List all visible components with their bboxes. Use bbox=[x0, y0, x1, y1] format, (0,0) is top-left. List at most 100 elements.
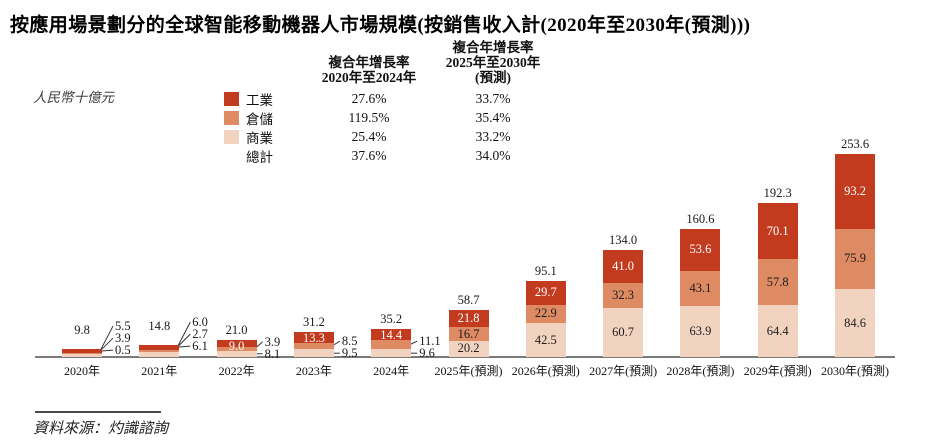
legend-item-commercial: 商業 bbox=[224, 127, 304, 147]
bar-segment-commercial bbox=[448, 340, 489, 357]
x-axis-label: 2028年(預測) bbox=[666, 364, 735, 378]
cagr-value-commercial-2020-2024: 25.4% bbox=[351, 129, 387, 144]
legend-label-warehousing: 倉儲 bbox=[246, 111, 273, 127]
segment-value-label: 53.6 bbox=[689, 242, 712, 257]
bar-segment-warehousing bbox=[139, 349, 180, 353]
segment-value-label: 70.1 bbox=[766, 223, 789, 238]
bar-segment-industrial bbox=[603, 249, 644, 283]
segment-callout-label: 3.9 bbox=[115, 331, 131, 346]
cagr-header-2020-2024: 複合年增長率 2020年至2024年 bbox=[321, 55, 417, 85]
x-axis-line bbox=[35, 356, 895, 358]
cagr-value-industrial-2025-2030: 33.7% bbox=[475, 91, 511, 106]
segment-callout-label: 5.5 bbox=[115, 319, 131, 334]
bar-segment-commercial bbox=[680, 305, 721, 357]
legend-item-total: 總計 bbox=[224, 146, 304, 166]
segment-value-label: 84.6 bbox=[844, 315, 866, 330]
bar-total-label: 35.2 bbox=[380, 311, 403, 326]
bar-total-label: 160.6 bbox=[686, 211, 715, 226]
bar-segment-industrial bbox=[757, 203, 798, 260]
segment-value-label: 20.2 bbox=[457, 341, 480, 356]
segment-callout-label: 6.1 bbox=[192, 339, 208, 354]
bar-total-label: 192.3 bbox=[763, 186, 792, 201]
bar-segment-commercial bbox=[835, 289, 875, 357]
bar-segment-industrial bbox=[835, 154, 875, 229]
x-axis-label: 2023年 bbox=[295, 364, 332, 378]
bar-total-label: 58.7 bbox=[457, 293, 480, 308]
segment-value-label: 22.9 bbox=[534, 306, 557, 321]
bar-segment-industrial bbox=[293, 331, 334, 343]
x-axis-label: 2026年(預測) bbox=[511, 364, 580, 378]
bar-segment-commercial bbox=[525, 323, 566, 357]
cagr-value-warehousing-2020-2024: 119.5% bbox=[348, 110, 390, 125]
bar-segment-commercial bbox=[757, 305, 798, 357]
segment-value-label: 43.1 bbox=[689, 281, 712, 296]
segment-value-label: 93.2 bbox=[844, 183, 866, 198]
legend-item-warehousing: 倉儲 bbox=[224, 108, 304, 128]
bar-segment-warehousing bbox=[448, 327, 489, 341]
legend-cagr-table: 複合年增長率 2020年至2024年 複合年增長率 2025年至2030年 (預… bbox=[224, 40, 552, 166]
bar-total-label: 21.0 bbox=[225, 323, 248, 338]
segment-callout-label: 8.1 bbox=[264, 346, 281, 361]
cagr-value-industrial-2020-2024: 27.6% bbox=[351, 91, 387, 106]
bar-total-label: 253.6 bbox=[840, 137, 870, 152]
bar-segment-warehousing bbox=[835, 228, 875, 290]
legend-label-industrial: 工業 bbox=[246, 92, 273, 108]
bar-total-label: 14.8 bbox=[148, 319, 171, 334]
bar-segment-industrial bbox=[62, 349, 102, 354]
segment-value-label: 63.9 bbox=[689, 323, 712, 338]
bar-segment-industrial bbox=[525, 280, 566, 305]
segment-value-label: 29.7 bbox=[534, 285, 557, 300]
segment-callout-label: 3.9 bbox=[264, 334, 281, 349]
segment-value-label: 64.4 bbox=[766, 323, 789, 338]
legend-swatch-warehousing bbox=[224, 110, 239, 125]
bar-segment-industrial bbox=[139, 345, 180, 350]
segment-value-label: 16.7 bbox=[457, 326, 480, 341]
bar-segment-commercial bbox=[371, 349, 412, 357]
segment-value-label: 42.5 bbox=[534, 332, 557, 347]
bar-total-label: 9.8 bbox=[74, 323, 90, 338]
bar-total-label: 134.0 bbox=[609, 232, 638, 247]
source-divider-rule bbox=[35, 411, 161, 413]
bar-segment-industrial bbox=[448, 310, 489, 328]
cagr-header-2025-2030: 複合年增長率 2025年至2030年 (預測) bbox=[445, 40, 541, 85]
segment-value-label: 75.9 bbox=[844, 251, 866, 266]
segment-callout-label: 11.1 bbox=[419, 334, 441, 349]
bar-segment-warehousing bbox=[680, 271, 721, 306]
legend-label-commercial: 商業 bbox=[246, 130, 273, 146]
segment-callout-label: 9.6 bbox=[419, 346, 435, 361]
segment-value-label: 41.0 bbox=[612, 258, 635, 273]
x-axis-label: 2021年 bbox=[141, 364, 178, 378]
source-note: 資料來源：灼識諮詢 bbox=[33, 421, 169, 437]
cagr-value-total-2025-2030: 34.0% bbox=[475, 148, 511, 163]
bar-segment-warehousing bbox=[525, 304, 566, 323]
legend-item-industrial: 工業 bbox=[224, 89, 304, 109]
bar-segment-warehousing bbox=[371, 340, 412, 350]
segment-callout-label: 8.5 bbox=[341, 334, 358, 349]
y-axis-unit-label: 人民幣十億元 bbox=[33, 90, 114, 105]
legend-label-total: 總計 bbox=[246, 149, 273, 165]
segment-callout-label: 9.5 bbox=[341, 346, 358, 361]
bar-segment-warehousing bbox=[603, 282, 644, 309]
cagr-value-commercial-2025-2030: 33.2% bbox=[475, 129, 511, 144]
segment-value-label: 57.8 bbox=[766, 274, 789, 289]
segment-callout-label: 6.0 bbox=[192, 315, 208, 330]
x-axis-label: 2025年(預測) bbox=[434, 364, 503, 378]
segment-value-label: 21.8 bbox=[457, 311, 480, 326]
segment-value-label: 9.0 bbox=[228, 339, 245, 354]
bar-segment-commercial bbox=[62, 353, 102, 357]
page-title: 按應用場景劃分的全球智能移動機器人市場規模(按銷售收入計(2020年至2030年… bbox=[10, 15, 751, 36]
segment-value-label: 60.7 bbox=[612, 325, 635, 340]
bar-segment-commercial bbox=[139, 352, 180, 357]
bar-segment-commercial bbox=[293, 349, 334, 357]
bar-segment-industrial bbox=[680, 228, 721, 272]
bar-segment-commercial bbox=[603, 308, 644, 357]
x-axis-label: 2027年(預測) bbox=[589, 364, 658, 378]
x-axis-label: 2020年 bbox=[63, 364, 100, 378]
bar-segment-warehousing bbox=[293, 342, 334, 350]
x-axis-label: 2022年 bbox=[218, 364, 255, 378]
cagr-value-warehousing-2025-2030: 35.4% bbox=[475, 110, 511, 125]
bar-segment-industrial bbox=[371, 328, 412, 341]
segment-value-label: 14.4 bbox=[380, 327, 403, 342]
